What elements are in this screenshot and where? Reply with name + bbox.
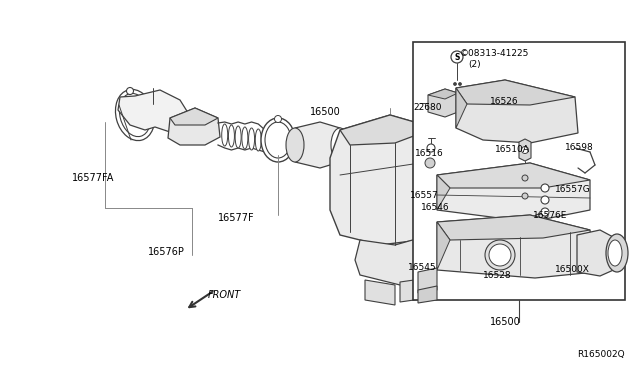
Circle shape [522,193,528,199]
Circle shape [454,83,456,86]
Text: 16516: 16516 [415,148,444,157]
Text: 16557: 16557 [410,190,439,199]
Circle shape [451,51,463,63]
Ellipse shape [221,124,228,146]
Text: ©08313-41225: ©08313-41225 [460,48,529,58]
Circle shape [127,87,134,94]
Ellipse shape [261,118,295,162]
Text: 16526: 16526 [490,96,518,106]
Polygon shape [425,230,455,260]
Polygon shape [330,115,440,245]
Polygon shape [437,163,590,222]
Circle shape [522,175,528,181]
Circle shape [541,208,549,216]
Text: 16545: 16545 [408,263,436,273]
Text: FRONT: FRONT [208,290,241,300]
Ellipse shape [489,244,511,266]
Text: (2): (2) [468,61,481,70]
Polygon shape [400,278,428,302]
Text: 16500: 16500 [310,107,340,117]
Polygon shape [432,160,478,215]
Circle shape [275,115,282,122]
Text: R165002Q: R165002Q [577,350,625,359]
Ellipse shape [235,126,241,148]
Bar [413,42,625,300]
Polygon shape [437,215,595,278]
Text: 16528: 16528 [483,272,511,280]
Polygon shape [437,215,590,240]
Polygon shape [519,139,531,161]
Ellipse shape [485,240,515,270]
Ellipse shape [120,93,150,137]
Polygon shape [456,80,578,143]
Polygon shape [437,175,450,210]
Text: 16577FA: 16577FA [72,173,115,183]
Ellipse shape [466,169,486,207]
Ellipse shape [533,214,547,226]
Polygon shape [428,89,458,99]
Circle shape [522,147,529,154]
Polygon shape [418,268,437,293]
Ellipse shape [115,89,154,141]
Text: 16500: 16500 [490,317,521,327]
Polygon shape [118,90,190,132]
Polygon shape [428,89,458,117]
Text: 16576E: 16576E [533,211,568,219]
Circle shape [425,158,435,168]
Ellipse shape [331,128,349,162]
Ellipse shape [242,127,248,149]
Polygon shape [365,280,395,305]
Ellipse shape [228,125,234,147]
Polygon shape [418,286,437,303]
Ellipse shape [286,128,304,162]
Text: 22680: 22680 [413,103,442,112]
Text: 16577F: 16577F [218,213,255,223]
Polygon shape [355,235,435,285]
Polygon shape [170,108,218,125]
Ellipse shape [608,240,622,266]
Text: 16557G: 16557G [555,186,591,195]
Polygon shape [456,80,575,105]
Text: 16576P: 16576P [148,247,185,257]
Circle shape [541,196,549,204]
Ellipse shape [606,234,628,272]
Polygon shape [340,115,435,145]
Circle shape [427,144,435,152]
Text: 16546: 16546 [421,202,450,212]
Ellipse shape [255,129,261,151]
Circle shape [458,83,461,86]
Polygon shape [420,128,458,240]
Text: S: S [454,52,460,61]
Ellipse shape [248,128,255,150]
Ellipse shape [265,122,291,158]
Text: 16510A: 16510A [495,144,530,154]
Polygon shape [456,88,467,128]
Polygon shape [437,222,450,270]
Text: 16500X: 16500X [555,266,590,275]
Polygon shape [577,230,618,276]
Polygon shape [437,163,590,188]
Circle shape [541,184,549,192]
Text: 16598: 16598 [565,144,594,153]
Polygon shape [168,108,220,145]
Polygon shape [295,122,340,168]
